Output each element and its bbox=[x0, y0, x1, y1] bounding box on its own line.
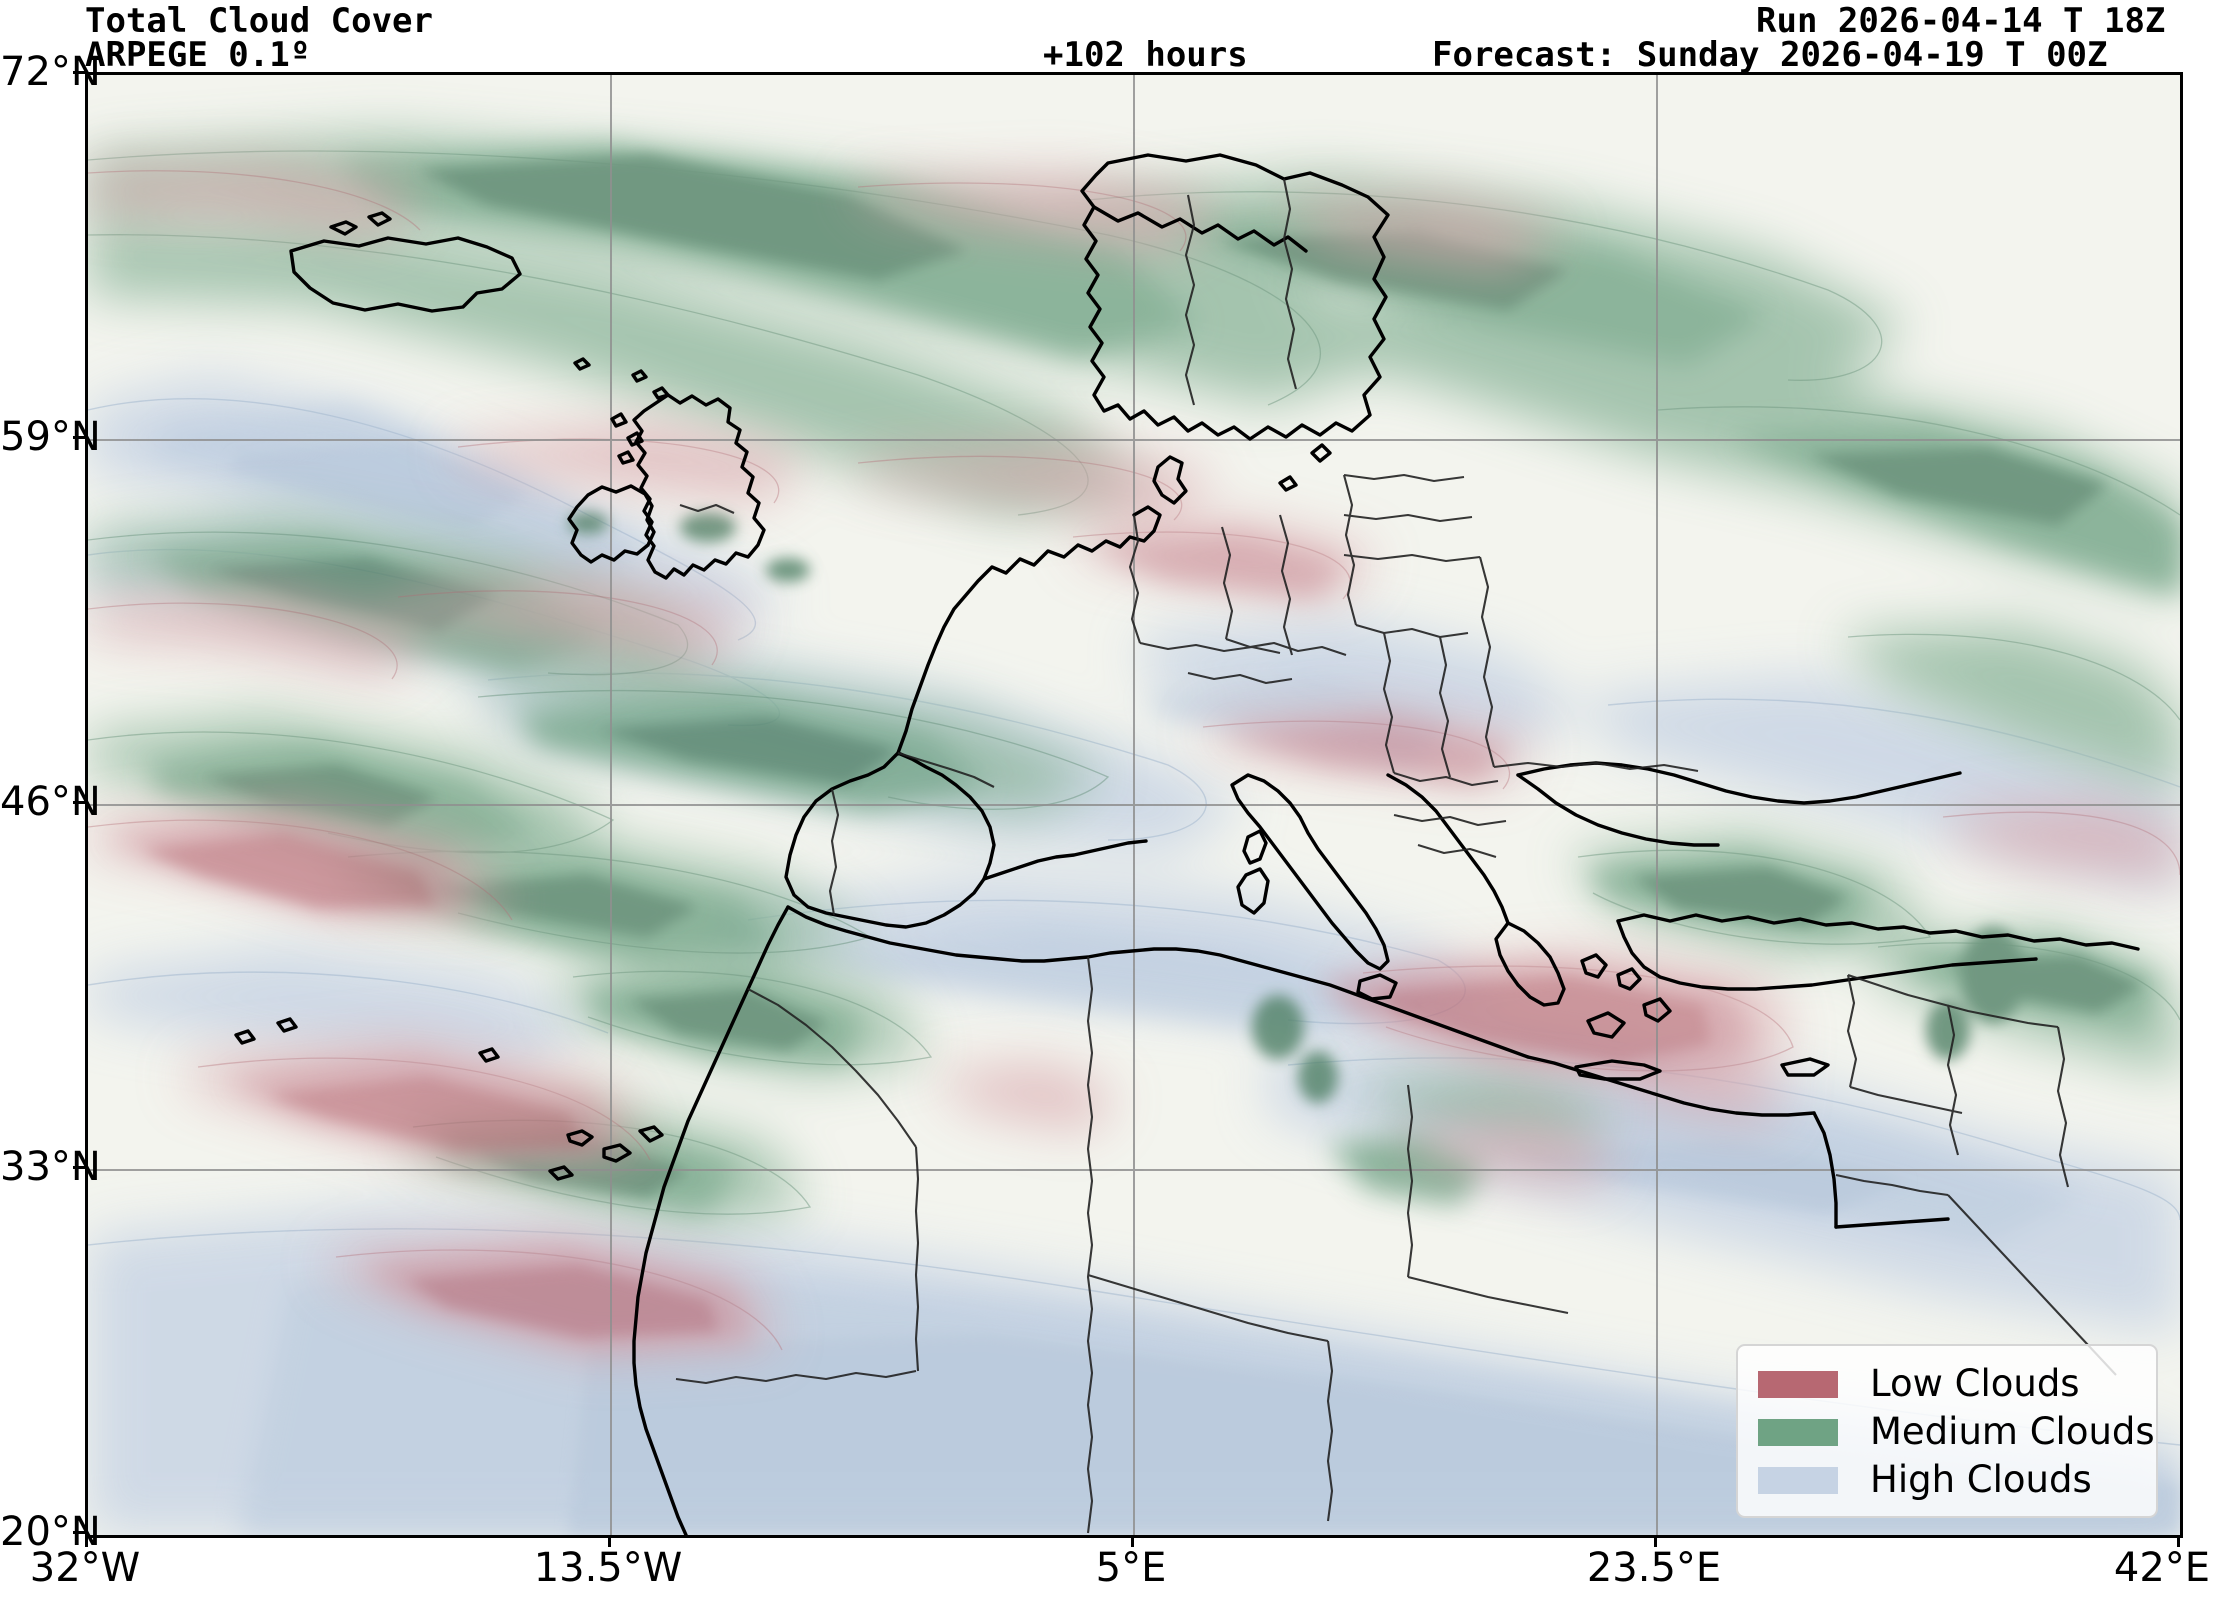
y-tick-mark-72n bbox=[73, 71, 85, 74]
cloud-cover-map bbox=[88, 75, 2180, 1535]
low-clouds-layer bbox=[88, 165, 2180, 1355]
y-tick-mark-20n bbox=[73, 1531, 85, 1534]
y-tick-mark-33n bbox=[73, 1166, 85, 1169]
legend-swatch-high-clouds bbox=[1758, 1466, 1838, 1494]
x-tick-label-32w: 32°W bbox=[29, 1545, 141, 1591]
x-tick-label-13-5w: 13.5°W bbox=[533, 1545, 683, 1591]
x-tick-mark-42e bbox=[2177, 1535, 2180, 1547]
country-borders bbox=[675, 178, 2117, 1534]
model-label: ARPEGE 0.1º bbox=[85, 35, 311, 75]
x-tick-mark-32w bbox=[85, 1535, 88, 1547]
map-legend: Low Clouds Medium Clouds High Clouds bbox=[1736, 1344, 2158, 1518]
x-tick-label-42e: 42°E bbox=[2113, 1545, 2211, 1591]
legend-item-low-clouds: Low Clouds bbox=[1758, 1360, 2138, 1408]
y-tick-label-33n: 33°N bbox=[0, 1144, 101, 1190]
lead-time-label: +102 hours bbox=[1043, 35, 1248, 75]
coastlines bbox=[234, 153, 2140, 1535]
legend-swatch-low-clouds bbox=[1758, 1370, 1838, 1398]
page-title: Total Cloud Cover bbox=[85, 1, 433, 41]
run-timestamp-label: Run 2026-04-14 T 18Z bbox=[1756, 1, 2166, 41]
x-tick-mark-13-5w bbox=[608, 1535, 611, 1547]
y-tick-label-59n: 59°N bbox=[0, 414, 101, 460]
y-tick-label-72n: 72°N bbox=[0, 49, 101, 95]
legend-item-high-clouds: High Clouds bbox=[1758, 1456, 2138, 1504]
y-tick-mark-46n bbox=[73, 801, 85, 804]
forecast-valid-label: Forecast: Sunday 2026-04-19 T 00Z bbox=[1432, 35, 2108, 75]
x-tick-label-5e: 5°E bbox=[1095, 1545, 1167, 1591]
map-plot-area[interactable]: Low Clouds Medium Clouds High Clouds bbox=[85, 72, 2183, 1538]
y-tick-label-46n: 46°N bbox=[0, 779, 101, 825]
legend-swatch-medium-clouds bbox=[1758, 1418, 1838, 1446]
medium-clouds-layer bbox=[88, 135, 2180, 1225]
x-tick-mark-5e bbox=[1131, 1535, 1134, 1547]
x-tick-mark-23-5e bbox=[1654, 1535, 1657, 1547]
legend-item-medium-clouds: Medium Clouds bbox=[1758, 1408, 2155, 1456]
legend-label-high-clouds: High Clouds bbox=[1870, 1458, 2092, 1501]
legend-label-medium-clouds: Medium Clouds bbox=[1870, 1410, 2155, 1453]
header-bar: Total Cloud Cover ARPEGE 0.1º +102 hours… bbox=[0, 0, 2233, 75]
x-tick-label-23-5e: 23.5°E bbox=[1586, 1545, 1722, 1591]
y-tick-mark-59n bbox=[73, 436, 85, 439]
legend-label-low-clouds: Low Clouds bbox=[1870, 1362, 2080, 1405]
